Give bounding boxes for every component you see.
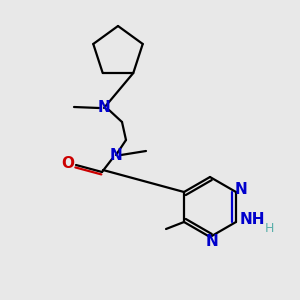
Text: H: H bbox=[264, 221, 274, 235]
Text: N: N bbox=[110, 148, 122, 163]
Text: N: N bbox=[98, 100, 110, 116]
Text: N: N bbox=[235, 182, 248, 197]
Text: O: O bbox=[61, 157, 74, 172]
Text: NH: NH bbox=[239, 212, 265, 227]
Text: N: N bbox=[206, 233, 218, 248]
